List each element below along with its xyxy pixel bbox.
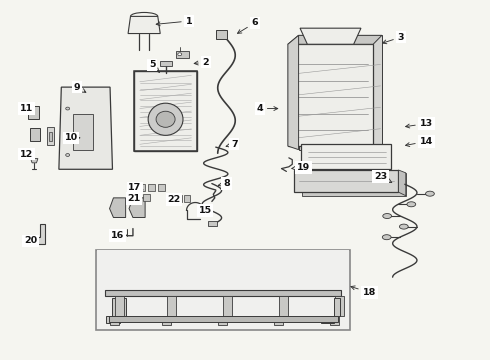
Polygon shape [274,296,288,325]
Polygon shape [320,298,340,323]
Ellipse shape [425,191,434,196]
Text: 2: 2 [194,58,209,67]
Ellipse shape [382,235,391,240]
Polygon shape [148,184,155,192]
Text: 1: 1 [156,17,192,26]
Ellipse shape [383,213,392,219]
Text: 3: 3 [383,33,404,44]
Bar [176,51,190,58]
Bar [49,132,52,141]
Polygon shape [134,194,141,201]
Polygon shape [47,127,54,145]
Text: 14: 14 [406,137,433,147]
Ellipse shape [66,154,70,157]
Polygon shape [398,170,406,196]
Polygon shape [184,195,191,202]
Bar [97,249,350,330]
Polygon shape [109,316,338,322]
Polygon shape [216,30,227,39]
Text: 22: 22 [167,195,180,204]
Bar [160,61,172,66]
Text: 21: 21 [127,194,141,203]
Text: 6: 6 [238,18,258,33]
Polygon shape [129,198,145,217]
Polygon shape [301,144,391,168]
Polygon shape [288,44,373,146]
Text: 10: 10 [65,133,79,142]
Polygon shape [30,128,40,141]
Polygon shape [288,35,298,150]
Ellipse shape [156,111,175,127]
Ellipse shape [407,202,416,207]
Ellipse shape [178,53,182,56]
Text: 23: 23 [374,172,392,183]
Polygon shape [134,71,197,152]
Polygon shape [294,170,398,192]
Polygon shape [105,290,341,296]
Text: 16: 16 [111,231,124,240]
Polygon shape [59,87,113,169]
Text: 13: 13 [406,119,433,128]
Bar [208,221,217,226]
Text: 11: 11 [20,104,33,113]
Ellipse shape [148,103,183,135]
Polygon shape [138,184,145,192]
Text: 17: 17 [128,183,143,192]
Text: 7: 7 [226,140,238,149]
Text: 18: 18 [351,286,376,297]
Text: 8: 8 [219,179,230,188]
Bar [98,250,349,329]
Polygon shape [110,296,123,325]
Text: 9: 9 [74,83,86,93]
Polygon shape [330,296,344,325]
Polygon shape [34,224,45,244]
Polygon shape [30,158,38,163]
Text: 20: 20 [24,236,37,245]
Polygon shape [28,106,39,119]
Polygon shape [302,173,406,196]
Text: 19: 19 [292,163,310,172]
Polygon shape [175,195,182,202]
Polygon shape [300,28,361,44]
Text: 5: 5 [149,60,159,72]
Polygon shape [162,296,176,325]
Text: 12: 12 [20,150,33,159]
Polygon shape [106,298,125,323]
Polygon shape [298,35,382,150]
Ellipse shape [399,224,408,229]
Bar [74,114,93,150]
Polygon shape [288,35,382,44]
Polygon shape [218,296,232,325]
Polygon shape [143,194,149,201]
Text: 15: 15 [198,206,212,215]
Polygon shape [110,198,125,217]
Text: 4: 4 [256,104,278,113]
Polygon shape [158,184,165,192]
Polygon shape [128,17,160,33]
Ellipse shape [66,107,70,110]
